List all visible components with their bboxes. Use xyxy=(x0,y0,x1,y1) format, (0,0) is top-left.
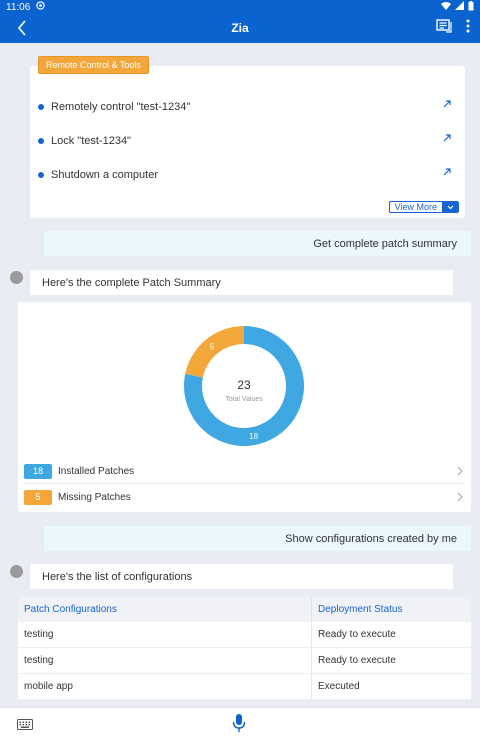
chevron-down-icon xyxy=(442,202,458,212)
status-bar: 11:06 xyxy=(0,0,480,14)
config-status: Ready to execute xyxy=(318,629,396,640)
page-title: Zia xyxy=(231,21,249,35)
donut-slice-installed[interactable] xyxy=(184,326,305,446)
tool-item-shutdown[interactable]: Shutdown a computer xyxy=(38,167,458,181)
bot-message: Here's the complete Patch Summary xyxy=(30,270,453,295)
tool-item-remote-control[interactable]: Remotely control "test-1234" xyxy=(38,99,458,113)
patch-row-installed[interactable]: 18 Installed Patches xyxy=(24,461,465,481)
more-vertical-icon xyxy=(466,19,470,33)
back-button[interactable] xyxy=(12,18,32,38)
chevron-left-icon xyxy=(17,20,26,36)
tool-item-label: Shutdown a computer xyxy=(51,169,159,181)
more-options-button[interactable] xyxy=(466,19,470,38)
table-row[interactable]: testing Ready to execute xyxy=(18,648,471,674)
table-row[interactable]: testing Ready to execute xyxy=(18,622,471,648)
zia-avatar-icon xyxy=(10,565,23,578)
view-more-label: View More xyxy=(394,202,437,212)
user-message: Show configurations created by me xyxy=(44,526,471,551)
app-bar: Zia xyxy=(0,14,480,43)
battery-icon xyxy=(468,0,474,14)
patch-count-badge: 18 xyxy=(24,463,52,479)
status-time: 11:06 xyxy=(6,1,31,13)
arrow-up-right-icon[interactable] xyxy=(442,167,452,180)
config-status: Executed xyxy=(318,681,360,692)
bullet-icon xyxy=(38,172,44,178)
patch-row-label: Installed Patches xyxy=(58,465,135,477)
tool-item-lock[interactable]: Lock "test-1234" xyxy=(38,133,458,147)
tool-item-label: Lock "test-1234" xyxy=(51,135,131,147)
donut-slice-label: 5 xyxy=(210,342,215,351)
config-name: testing xyxy=(18,648,312,673)
divider xyxy=(24,483,465,484)
voice-input-button[interactable] xyxy=(232,713,246,737)
bot-message: Here's the list of configurations xyxy=(30,564,453,589)
config-name: mobile app xyxy=(18,674,312,699)
configurations-table: Patch Configurations Deployment Status t… xyxy=(18,597,471,700)
patch-donut-chart: 18 5 23 Total Values xyxy=(184,326,305,446)
bullet-icon xyxy=(38,104,44,110)
input-bar xyxy=(0,707,480,737)
patch-count-badge: 5 xyxy=(24,489,52,505)
donut-slice-missing[interactable] xyxy=(185,326,244,378)
chat-list-icon xyxy=(436,19,452,33)
donut-center-label: Total Values xyxy=(225,396,263,403)
arrow-up-right-icon[interactable] xyxy=(442,99,452,112)
microphone-icon xyxy=(232,714,246,732)
chevron-right-icon xyxy=(457,466,463,479)
view-more-button[interactable]: View More xyxy=(388,201,459,213)
zia-avatar-icon xyxy=(10,271,23,284)
donut-slice-label: 18 xyxy=(249,432,258,441)
user-message: Get complete patch summary xyxy=(44,231,471,256)
patch-row-missing[interactable]: 5 Missing Patches xyxy=(24,487,465,507)
chat-history-button[interactable] xyxy=(436,19,452,38)
column-header-configurations: Patch Configurations xyxy=(18,597,312,622)
patch-summary-card: 18 5 23 Total Values 18 Installed Patches 5… xyxy=(18,302,471,512)
table-header: Patch Configurations Deployment Status xyxy=(18,597,471,622)
tools-badge: Remote Control & Tools xyxy=(38,56,149,74)
column-header-status: Deployment Status xyxy=(318,604,403,615)
bullet-icon xyxy=(38,138,44,144)
config-name: testing xyxy=(18,622,312,647)
config-status: Ready to execute xyxy=(318,655,396,666)
signal-icon xyxy=(455,1,464,13)
keyboard-icon xyxy=(17,719,33,730)
tool-item-label: Remotely control "test-1234" xyxy=(51,101,191,113)
keyboard-button[interactable] xyxy=(17,717,33,735)
sync-icon xyxy=(36,1,45,13)
donut-center-value: 23 xyxy=(237,378,251,392)
patch-row-label: Missing Patches xyxy=(58,491,131,503)
arrow-up-right-icon[interactable] xyxy=(442,133,452,146)
wifi-icon xyxy=(441,1,451,13)
chevron-right-icon xyxy=(457,492,463,505)
remote-tools-card: Remotely control "test-1234" Lock "test-… xyxy=(30,66,465,218)
table-row[interactable]: mobile app Executed xyxy=(18,674,471,700)
